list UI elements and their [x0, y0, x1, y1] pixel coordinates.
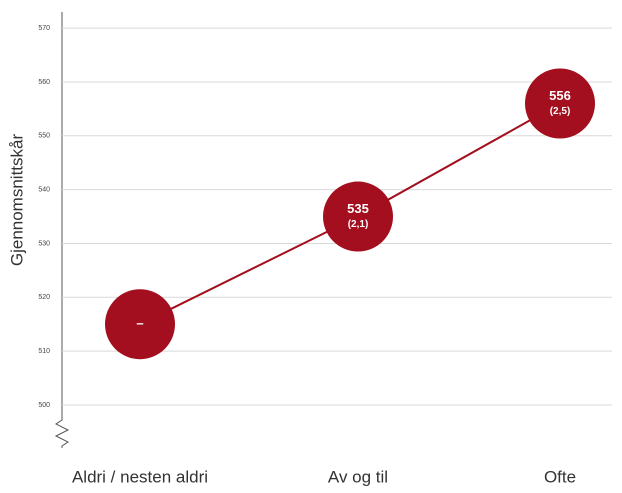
error-label: (2,5) — [550, 106, 571, 117]
y-tick-label: 540 — [38, 186, 50, 193]
value-label: 535 — [347, 201, 369, 216]
x-tick-label: Av og til — [328, 467, 388, 486]
y-tick-label: 570 — [38, 25, 50, 32]
point-marker — [323, 181, 393, 252]
value-label: 556 — [549, 88, 571, 103]
y-tick-label: 560 — [38, 79, 50, 86]
x-tick-label: Ofte — [544, 467, 576, 486]
y-axis — [54, 12, 70, 448]
value-label: – — [136, 316, 143, 331]
y-axis-label: Gjennomsnittskår — [7, 134, 26, 267]
y-tick-label: 550 — [38, 133, 50, 140]
y-tick-label: 530 — [38, 240, 50, 247]
point-marker — [105, 289, 175, 360]
y-tick-label: 500 — [38, 402, 50, 409]
y-tick-label: 520 — [38, 294, 50, 301]
point-marker — [525, 68, 595, 139]
error-label: (2,1) — [348, 219, 369, 230]
x-tick-label: Aldri / nesten aldri — [72, 467, 208, 486]
y-tick-label: 510 — [38, 348, 50, 355]
